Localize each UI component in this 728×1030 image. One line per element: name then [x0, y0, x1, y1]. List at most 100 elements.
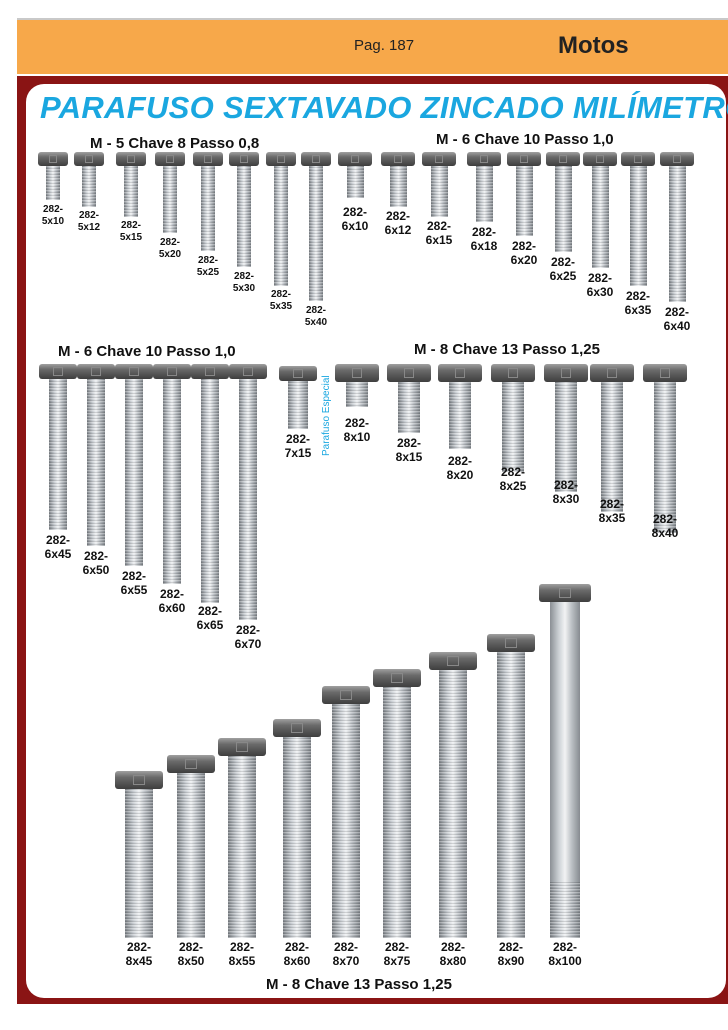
- bolt-thread: [668, 166, 686, 302]
- bolt-head-icon: [621, 152, 655, 166]
- bolt-size: 5x35: [269, 300, 293, 312]
- bolt-code-label: 282- 8x90: [481, 940, 541, 969]
- bolt-code-prefix: 282-: [305, 305, 326, 316]
- bolt-thread: [389, 166, 407, 207]
- bolt-size: 6x40: [663, 318, 691, 333]
- bolt-code-label: 282- 6x55: [104, 569, 164, 598]
- bolt-shank: [550, 602, 580, 882]
- bolt-head-icon: [467, 152, 501, 166]
- bolt-8x20: [438, 364, 482, 449]
- bolt-6x70: [229, 364, 267, 620]
- bolt-thread: [654, 382, 676, 533]
- bolt-code-prefix: 282-: [120, 220, 141, 231]
- bolt-code-label: 282- 5x30: [214, 271, 274, 294]
- bolt-5x10: [38, 152, 68, 200]
- bolt-code-label: 282- 5x10: [23, 204, 83, 227]
- bolt-size: 5x15: [119, 231, 143, 243]
- bolt-thread: [125, 789, 153, 938]
- bolt-head-icon: [218, 738, 266, 756]
- page-number: Pag. 187: [354, 37, 415, 54]
- bolt-size: 6x55: [120, 582, 148, 597]
- bolt-code-prefix: 282-: [45, 533, 71, 547]
- bolt-thread: [383, 687, 411, 938]
- bolt-code-prefix: 282-: [664, 305, 690, 319]
- bolt-head-icon: [544, 364, 588, 382]
- bolt-thread: [87, 379, 105, 546]
- bolt-thread: [163, 379, 181, 584]
- bolt-code-prefix: 282-: [285, 432, 311, 446]
- bolt-8x15: [387, 364, 431, 433]
- bolt-code-prefix: 282-: [447, 454, 473, 468]
- bolt-6x55: [115, 364, 153, 566]
- bolt-head-icon: [191, 364, 229, 379]
- bolt-size: 8x15: [395, 449, 423, 464]
- bolt-code-label: 282- 8x100: [535, 940, 595, 969]
- bolt-code-label: 282- 6x60: [142, 587, 202, 616]
- bolt-thread: [601, 382, 623, 512]
- bolt-thread: [237, 166, 251, 267]
- page-title: PARAFUSO SEXTAVADO ZINCADO MILÍMETRO: [40, 90, 728, 125]
- bolt-code-label: 282- 8x25: [483, 465, 543, 494]
- bolt-code-prefix: 282-: [121, 569, 147, 583]
- bolt-code-label: 282- 6x20: [494, 239, 554, 268]
- bolt-code-prefix: 282-: [333, 940, 359, 954]
- bolt-code-prefix: 282-: [385, 209, 411, 223]
- bolt-thread: [124, 166, 138, 217]
- bolt-code-prefix: 282-: [471, 225, 497, 239]
- bolt-code-label: 282- 5x12: [59, 210, 119, 233]
- bolt-size: 6x35: [624, 302, 652, 317]
- bolt-thread: [554, 166, 572, 252]
- bolt-head-icon: [643, 364, 687, 382]
- bolt-code-label: 282- 8x40: [635, 512, 695, 541]
- bolt-head-icon: [38, 152, 68, 166]
- bolt-head-icon: [115, 771, 163, 789]
- bolt-size: 8x80: [439, 953, 467, 968]
- bolt-head-icon: [74, 152, 104, 166]
- bolt-code-label: 282- 6x25: [533, 255, 593, 284]
- bolt-head-icon: [266, 152, 296, 166]
- bolt-head-icon: [167, 755, 215, 773]
- bolt-code-prefix: 282-: [197, 604, 223, 618]
- bolt-head-icon: [229, 152, 259, 166]
- bolt-code-label: 282- 8x50: [161, 940, 221, 969]
- bolt-6x40: [660, 152, 694, 302]
- bolt-code-prefix: 282-: [126, 940, 152, 954]
- bolt-code-prefix: 282-: [42, 204, 63, 215]
- bolt-code-label: 282- 8x30: [536, 478, 596, 507]
- bolt-code-prefix: 282-: [587, 271, 613, 285]
- bolt-size: 8x55: [228, 953, 256, 968]
- bolt-size: 6x12: [384, 222, 412, 237]
- bolt-8x35: [590, 364, 634, 512]
- bolt-6x65: [191, 364, 229, 603]
- bolt-head-icon: [429, 652, 477, 670]
- bolt-head-icon: [583, 152, 617, 166]
- bolt-head-icon: [229, 364, 267, 379]
- bolt-code-label: 282- 6x70: [218, 623, 278, 652]
- bolt-code-prefix: 282-: [178, 940, 204, 954]
- bolt-size: 8x70: [332, 953, 360, 968]
- bolt-size: 6x45: [44, 546, 72, 561]
- bolt-thread: [332, 704, 360, 938]
- bolt-code-prefix: 282-: [344, 416, 370, 430]
- bolt-6x35: [621, 152, 655, 286]
- bolt-6x15: [422, 152, 456, 217]
- bolt-code-prefix: 282-: [159, 237, 180, 248]
- bolt-8x45: [115, 771, 163, 938]
- bolt-head-icon: [115, 364, 153, 379]
- bolt-size: 6x50: [82, 562, 110, 577]
- bolt-head-icon: [487, 634, 535, 652]
- bolt-head-icon: [381, 152, 415, 166]
- bolt-8x90: [487, 634, 535, 938]
- bolt-size: 8x100: [548, 953, 582, 968]
- bolt-5x35: [266, 152, 296, 286]
- bolt-6x25: [546, 152, 580, 252]
- bolt-8x10: [335, 364, 379, 407]
- bolt-head-icon: [193, 152, 223, 166]
- bolt-code-label: 282- 6x30: [570, 271, 630, 300]
- bolt-code-prefix: 282-: [384, 940, 410, 954]
- bolt-thread: [430, 166, 448, 217]
- bolt-size: 6x10: [341, 218, 369, 233]
- bolt-thread: [398, 382, 420, 433]
- bolt-code-label: 282- 8x10: [327, 416, 387, 445]
- bolt-code-prefix: 282-: [83, 549, 109, 563]
